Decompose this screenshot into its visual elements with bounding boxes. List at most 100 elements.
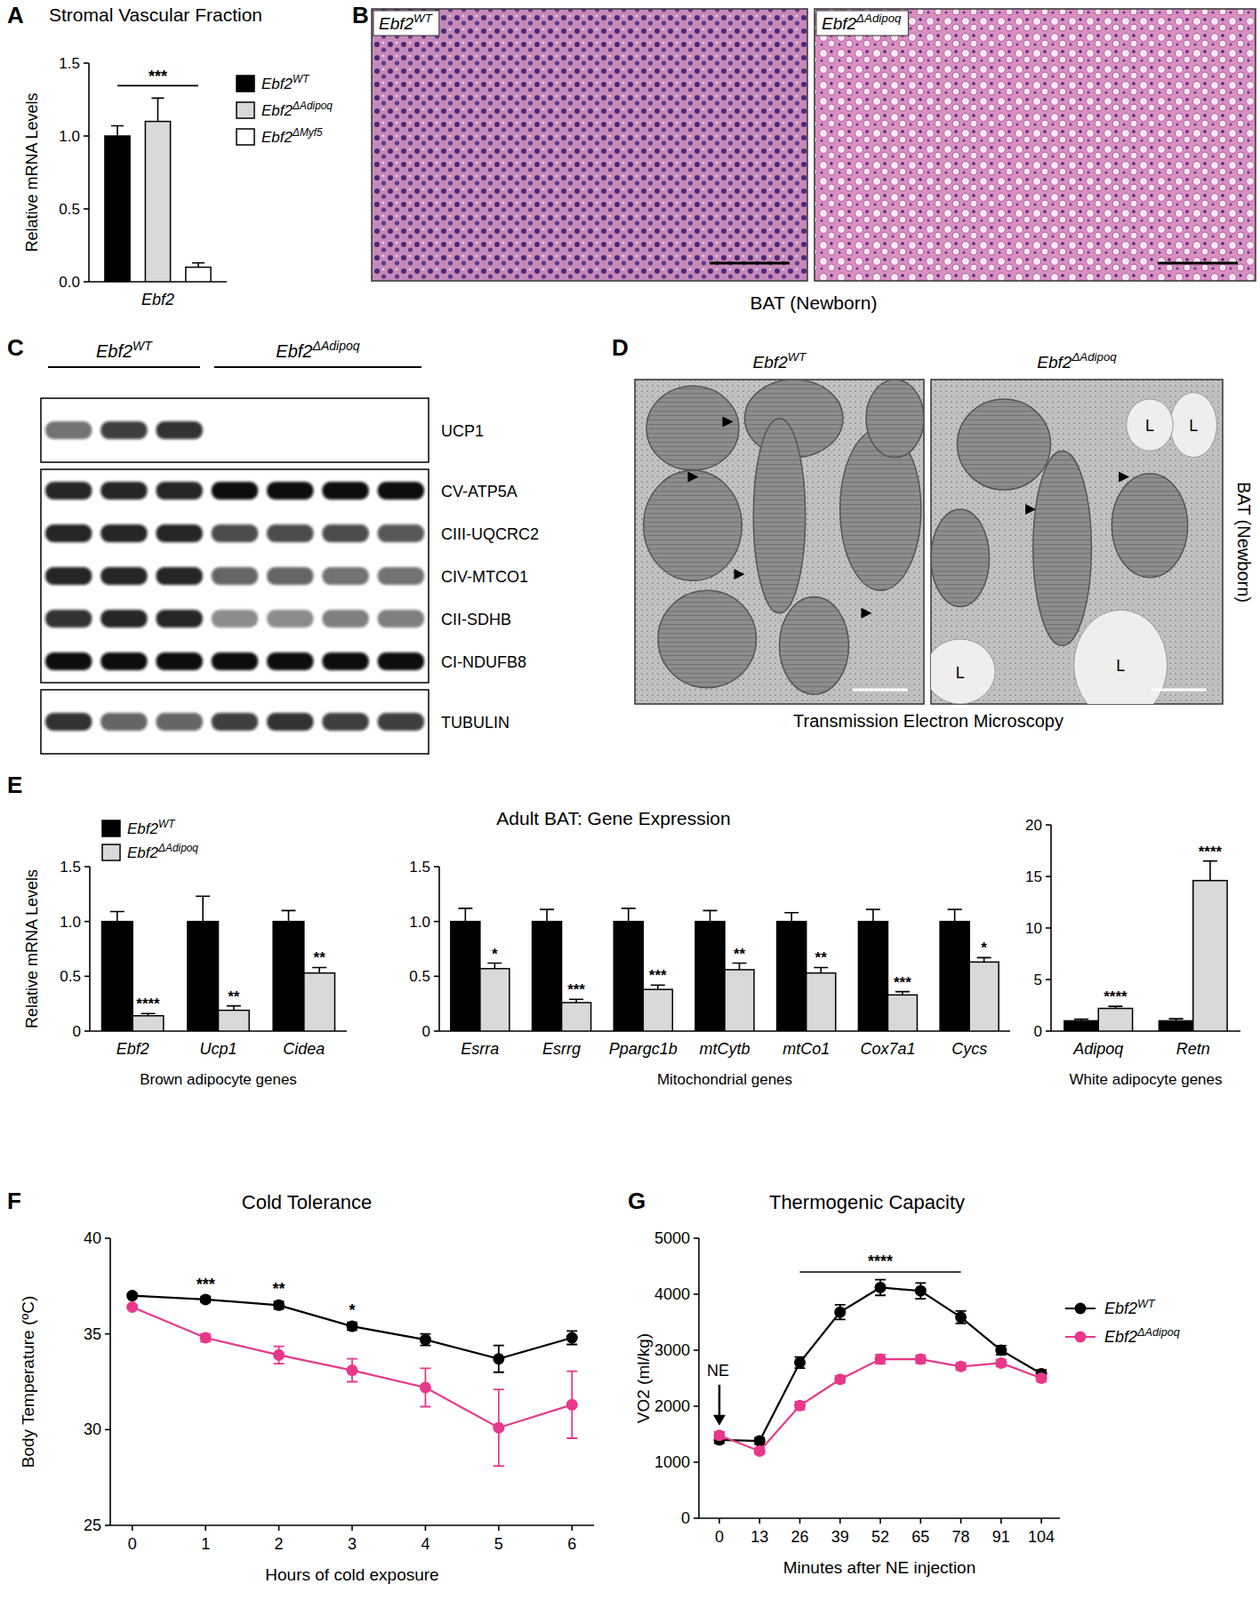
panel-letter: G [627,1187,646,1215]
category-label: Retn [1176,1040,1211,1059]
label-part: Ebf2 [753,353,789,372]
y-tick-label: 0 [72,1023,81,1041]
plot-area [713,1280,1047,1458]
lipid-label: L [955,664,965,683]
label-superscript: ΔAdipoq [291,99,333,113]
band [321,713,369,731]
mitochondrion [658,590,757,689]
y-tick-label: 0.5 [59,968,81,986]
label-superscript: ΔMyf5 [291,126,323,139]
band [321,652,369,671]
y-tick [83,135,89,137]
y-tick [1045,1030,1052,1033]
label-superscript: WT [158,818,176,831]
x-tick-label: 0 [128,1535,137,1554]
x-tick [131,1525,134,1532]
mitochondrion [646,385,739,471]
band [211,481,258,500]
marker [200,1332,212,1344]
axes: 00.51.01.5 [59,858,347,1041]
error-bar [895,992,910,996]
error-bar [111,126,124,137]
significance: ** [313,949,327,967]
mitochondrion [866,379,924,458]
significance: **** [867,1252,893,1271]
marker [419,1334,432,1347]
panel-letter: D [611,334,629,362]
marker [126,1301,138,1314]
caption: Transmission Electron Microscopy [793,711,1064,731]
micrograph-content [930,393,1217,705]
y-axis-label: Body Temperature (ºC) [18,1296,38,1469]
band [266,481,313,500]
error-bar [977,957,992,963]
plot-area [126,1290,578,1467]
legend-label: Ebf2WT [127,818,176,838]
y-tick [433,921,440,923]
band [156,421,203,440]
bar [532,922,562,1032]
significance: *** [148,67,168,86]
annotation-arrow [718,1385,722,1420]
y-tick-label: 2000 [654,1397,691,1416]
band [377,421,425,440]
x-axis-label: Mitochondrial genes [657,1071,793,1089]
error-bar [151,97,164,121]
y-tick-label: 1.0 [409,914,431,931]
error-bar [141,1013,156,1016]
y-tick [84,1030,90,1033]
band [377,609,425,628]
mitochondrion [779,597,850,696]
bar [450,922,481,1032]
error-bar [813,967,828,973]
y-tick-label: 0 [681,1509,691,1528]
marker [346,1321,359,1333]
panel-letter: C [7,334,25,362]
band [377,567,425,586]
bar [613,922,643,1032]
significance: * [348,1301,355,1320]
band [266,713,313,731]
bar [806,973,836,1032]
y-tick-label: 1.0 [59,914,81,931]
mitochondrion [930,509,990,608]
panel-letter: E [7,771,23,799]
significance: ** [733,946,747,964]
legend-swatch [236,102,255,119]
error-bar [195,896,210,922]
error-bar [280,910,296,922]
y-tick [433,1030,440,1033]
scale-bar [1151,689,1207,692]
label-part: Ebf2 [96,341,133,362]
band [266,524,313,543]
bar [272,922,305,1032]
x-tick [497,1525,500,1532]
marker [272,1349,285,1362]
legend-label: Ebf2ΔMyf5 [261,126,323,146]
band-label: CI-NDUFB8 [441,653,527,672]
significance-bar [800,1271,962,1274]
y-tick-label: 0 [422,1023,431,1041]
band [211,652,258,671]
y-tick [84,921,90,923]
bar [695,922,725,1032]
y-tick-label: 1.5 [58,55,81,73]
marker [200,1293,212,1306]
series-line [719,1359,1042,1452]
error-bar [539,909,554,923]
axes: 05101520 [1025,817,1241,1041]
marker [492,1422,505,1435]
marker [874,1282,887,1294]
plot-area [450,908,999,1032]
label-superscript: WT [292,72,310,86]
bar [104,136,130,282]
band [321,567,369,586]
band [211,713,258,731]
y-axis [109,1238,112,1526]
error-bar [1203,861,1218,882]
x-tick-label: 6 [567,1535,577,1554]
y-tick-label: 30 [83,1420,102,1439]
band [211,567,258,586]
lipid-label: L [1188,417,1198,435]
error-bar [419,1368,431,1407]
